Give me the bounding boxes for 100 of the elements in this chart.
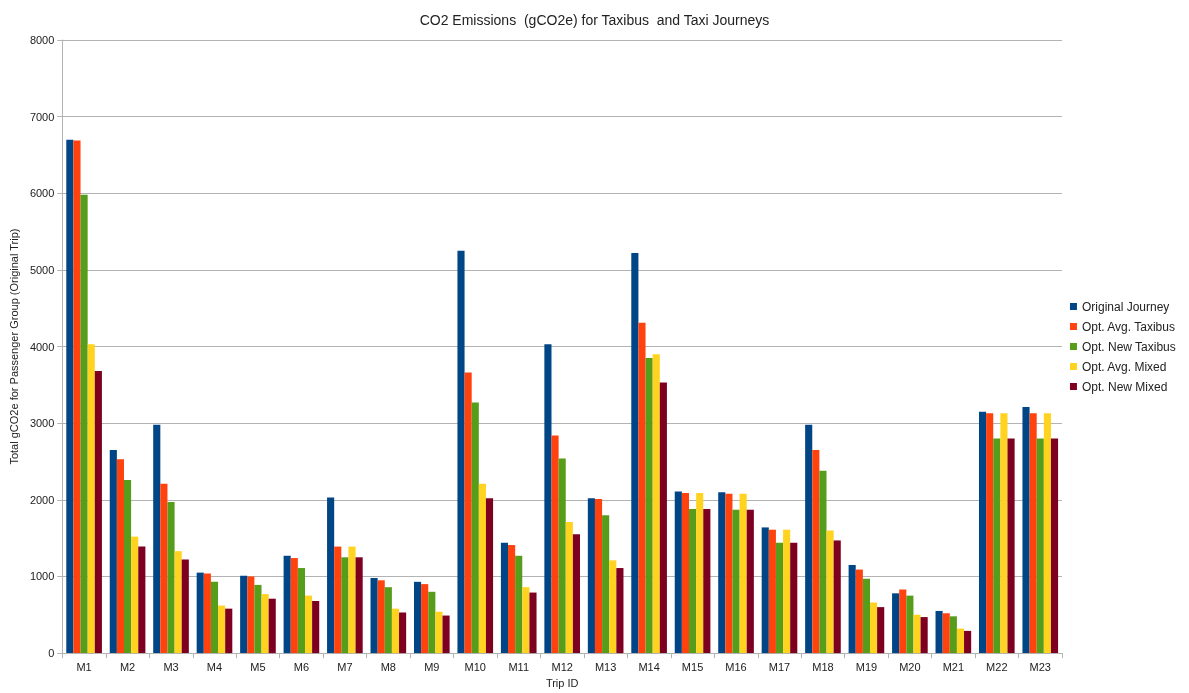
y-tick-label: 7000 xyxy=(29,110,55,123)
x-tick-label: M20 xyxy=(899,660,921,673)
bar xyxy=(696,492,704,654)
y-tick-label: 0 xyxy=(48,647,55,660)
x-tick-label: M18 xyxy=(812,660,834,673)
x-tick-label: M19 xyxy=(855,660,878,673)
bar xyxy=(544,344,552,654)
bar xyxy=(391,608,400,654)
bar xyxy=(739,493,747,654)
x-tick-label: M4 xyxy=(206,660,223,673)
bar xyxy=(594,499,603,654)
bar xyxy=(196,572,204,654)
bar xyxy=(1007,438,1015,654)
bar xyxy=(73,140,81,654)
bar xyxy=(370,578,378,654)
bar xyxy=(732,509,740,654)
bar xyxy=(485,498,494,654)
bar xyxy=(993,438,1001,654)
bar xyxy=(1036,438,1044,654)
bar xyxy=(551,435,559,654)
legend-label: Opt. New Taxibus xyxy=(1081,339,1176,354)
bar xyxy=(428,591,436,654)
bar xyxy=(565,522,573,654)
bar xyxy=(442,615,450,654)
bar xyxy=(327,497,335,654)
bar xyxy=(956,628,965,654)
bar xyxy=(247,576,255,654)
x-tick-label: M7 xyxy=(337,660,353,673)
bar xyxy=(399,612,407,654)
bar xyxy=(413,581,422,654)
x-tick-label: M15 xyxy=(681,660,704,673)
y-tick-label: 8000 xyxy=(29,34,55,46)
x-tick-label: M6 xyxy=(293,660,310,673)
bar xyxy=(500,542,509,654)
bar xyxy=(153,424,161,654)
legend-label: Original Journey xyxy=(1081,299,1170,314)
x-tick-label: M13 xyxy=(594,660,617,673)
bar xyxy=(899,589,907,654)
bar xyxy=(949,616,957,654)
bar xyxy=(80,194,88,654)
y-tick-label: 2000 xyxy=(29,493,55,506)
bar xyxy=(602,515,610,654)
bar xyxy=(124,479,132,654)
bar xyxy=(659,382,667,654)
bar xyxy=(833,540,841,654)
bar xyxy=(87,344,95,654)
bar xyxy=(892,593,900,654)
x-tick-label: M16 xyxy=(725,660,747,673)
bar xyxy=(116,459,124,654)
bar xyxy=(529,592,537,654)
bar xyxy=(268,598,276,654)
bar xyxy=(1029,413,1037,654)
bar xyxy=(652,354,660,654)
bar xyxy=(1022,407,1030,654)
bar xyxy=(869,602,878,654)
bar xyxy=(790,542,798,654)
x-tick-label: M12 xyxy=(551,660,573,673)
bar xyxy=(457,250,465,654)
bar xyxy=(761,527,769,654)
bar xyxy=(718,492,726,654)
bar xyxy=(261,594,269,654)
bar xyxy=(471,402,479,654)
bar xyxy=(819,470,827,654)
x-tick-label: M9 xyxy=(424,660,440,673)
bar xyxy=(616,568,624,654)
x-tick-label: M14 xyxy=(638,660,660,673)
bar xyxy=(384,587,392,654)
x-tick-label: M5 xyxy=(250,660,266,673)
bar xyxy=(240,575,248,654)
bar xyxy=(645,358,653,654)
bar xyxy=(725,493,733,654)
bar xyxy=(681,492,690,654)
x-tick-label: M17 xyxy=(768,660,791,673)
bar xyxy=(508,545,516,654)
bar xyxy=(674,491,682,654)
bar xyxy=(812,450,820,654)
bar xyxy=(848,564,856,654)
x-tick-label: M10 xyxy=(464,660,486,673)
bar xyxy=(1050,438,1059,654)
bar xyxy=(1043,413,1051,654)
bar xyxy=(66,139,74,654)
bar xyxy=(587,498,595,654)
bar xyxy=(877,607,885,654)
bar xyxy=(572,534,580,654)
x-axis-title: Trip ID xyxy=(545,676,579,689)
bar xyxy=(348,546,356,654)
bar xyxy=(377,580,385,654)
bar xyxy=(109,450,117,654)
bar xyxy=(986,413,994,654)
bar xyxy=(558,458,566,654)
bar xyxy=(421,584,429,654)
bar xyxy=(805,424,813,654)
y-tick-label: 1000 xyxy=(29,570,55,583)
bar xyxy=(920,617,928,654)
bar xyxy=(254,584,262,654)
bar xyxy=(862,578,870,654)
bar xyxy=(1000,413,1008,654)
bar xyxy=(689,509,697,654)
bar xyxy=(167,502,175,654)
bar xyxy=(203,573,211,654)
